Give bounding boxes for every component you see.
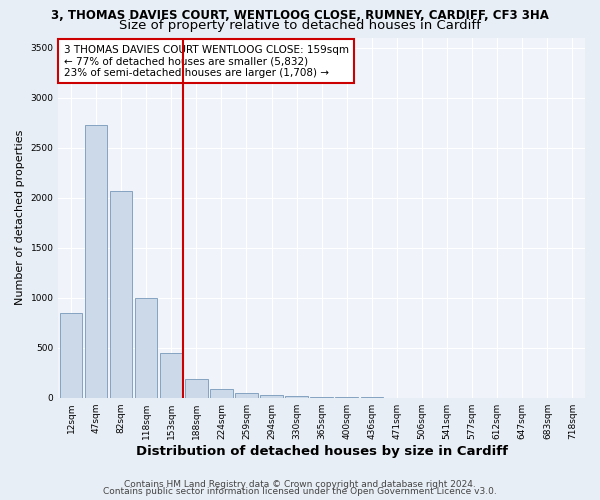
Bar xyxy=(235,392,258,398)
Bar xyxy=(160,352,182,398)
X-axis label: Distribution of detached houses by size in Cardiff: Distribution of detached houses by size … xyxy=(136,444,508,458)
Text: Contains public sector information licensed under the Open Government Licence v3: Contains public sector information licen… xyxy=(103,487,497,496)
Y-axis label: Number of detached properties: Number of detached properties xyxy=(15,130,25,306)
Bar xyxy=(185,378,208,398)
Text: Contains HM Land Registry data © Crown copyright and database right 2024.: Contains HM Land Registry data © Crown c… xyxy=(124,480,476,489)
Bar xyxy=(260,394,283,398)
Bar xyxy=(310,396,333,398)
Bar xyxy=(210,388,233,398)
Bar xyxy=(286,396,308,398)
Text: 3, THOMAS DAVIES COURT, WENTLOOG CLOSE, RUMNEY, CARDIFF, CF3 3HA: 3, THOMAS DAVIES COURT, WENTLOOG CLOSE, … xyxy=(51,9,549,22)
Bar xyxy=(110,190,133,398)
Bar xyxy=(135,298,157,398)
Bar xyxy=(335,397,358,398)
Text: Size of property relative to detached houses in Cardiff: Size of property relative to detached ho… xyxy=(119,19,481,32)
Bar xyxy=(59,312,82,398)
Text: 3 THOMAS DAVIES COURT WENTLOOG CLOSE: 159sqm
← 77% of detached houses are smalle: 3 THOMAS DAVIES COURT WENTLOOG CLOSE: 15… xyxy=(64,44,349,78)
Bar xyxy=(85,124,107,398)
